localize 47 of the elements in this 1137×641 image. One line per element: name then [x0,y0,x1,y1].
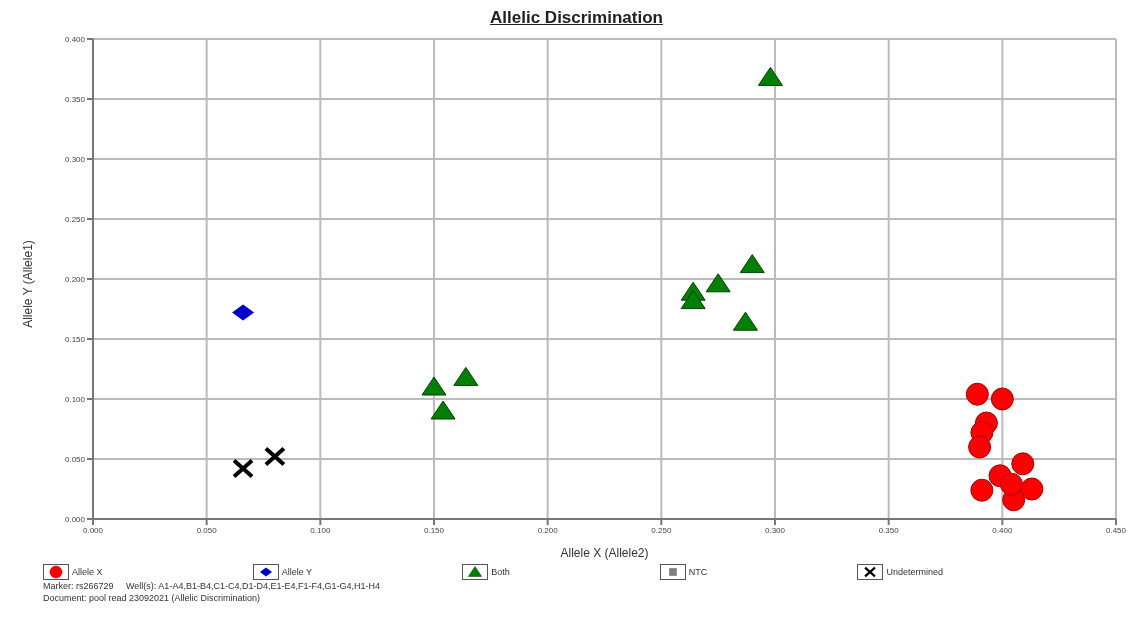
y-tick-label: 0.100 [64,394,86,404]
legend-label: Undetermined [886,567,943,577]
legend-label: NTC [688,567,708,577]
point [263,446,286,467]
legend-label: Allele X [72,567,103,577]
y-tick-label: 0.200 [64,274,86,284]
legend-label: Allele Y [281,567,313,577]
point [680,290,706,310]
x-tick-label: 0.150 [423,525,445,535]
point [421,376,447,396]
point [232,304,255,321]
x-tick-label: 0.050 [196,525,218,535]
legend-label: Both [491,567,510,577]
x-axis-title: Allele X (Allele2) [560,546,649,560]
point [999,472,1023,496]
x-tick-label: 0.250 [651,525,672,535]
point [1011,452,1035,476]
point [232,458,255,479]
point [453,366,479,386]
y-tick-label: 0.400 [64,34,86,44]
y-tick-label: 0.050 [64,454,86,464]
y-axis-title: Allele Y (Allele1) [21,240,36,328]
point [757,66,783,86]
point [1020,477,1044,501]
x-tick-label: 0.300 [764,525,786,535]
x-tick-label: 0.200 [537,525,559,535]
y-tick-label: 0.150 [64,334,86,344]
x-tick-label: 0.400 [992,525,1013,535]
x-tick-label: 0.100 [310,525,331,535]
x-tick-label: 0.350 [878,525,900,535]
point [430,400,456,420]
point [739,254,765,274]
point [990,387,1014,411]
point [705,273,731,293]
x-tick-label: 0.450 [1105,525,1127,535]
y-tick-label: 0.250 [64,214,86,224]
x-tick-label: 0.000 [82,525,104,535]
point [970,478,994,502]
y-tick-label: 0.000 [64,514,86,524]
y-tick-label: 0.350 [64,94,86,104]
y-tick-label: 0.300 [64,154,86,164]
point [965,382,989,406]
point [732,311,758,331]
point [968,435,992,459]
text: Document: pool read 23092021 (Allelic Discrimination) [43,592,262,604]
text: Marker: rs266729 Well(s): A1-A4,B1-B4,C1-C4,D1-D4,E1-E4,F1-F4,G1-G4,H1-H4 [43,580,381,592]
chart-title: Allelic Discrimination [489,8,664,29]
